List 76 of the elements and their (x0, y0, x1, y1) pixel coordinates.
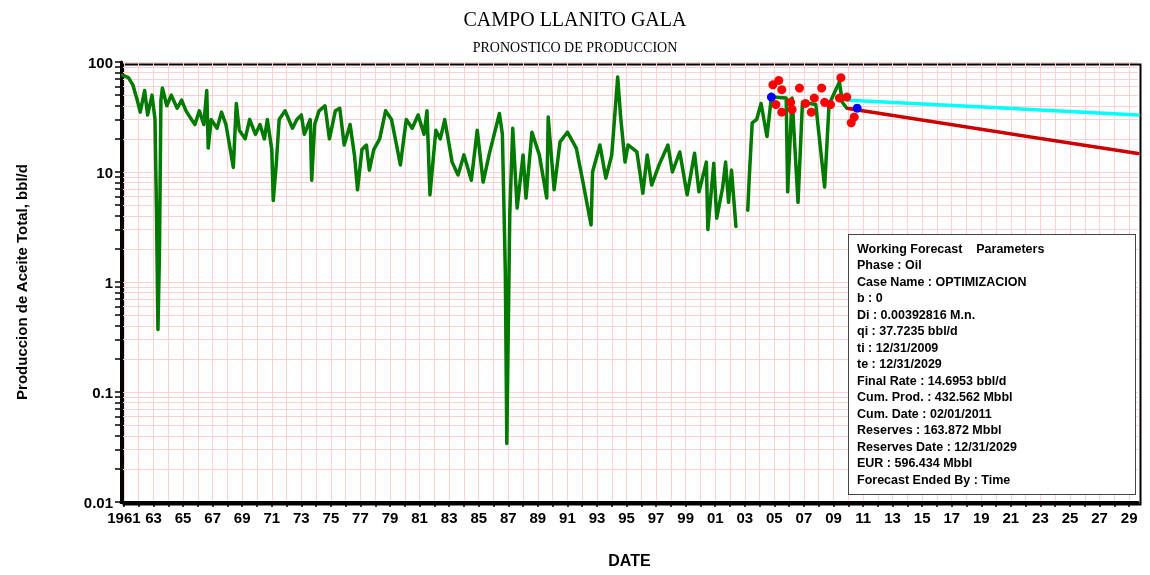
x-tick-label: 69 (233, 509, 251, 526)
x-tick-label: 99 (677, 509, 695, 526)
x-tick-label: 63 (145, 509, 162, 526)
x-tick-label: 87 (499, 509, 517, 526)
point (777, 107, 787, 117)
x-tick-label: 65 (174, 509, 192, 526)
x-tick-label: 15 (913, 509, 931, 526)
x-tick-label: 27 (1091, 509, 1108, 526)
x-tick-label: 77 (352, 509, 369, 526)
annotation: Phase : Oil (857, 257, 923, 274)
y-tick-label: 0.01 (83, 493, 113, 511)
x-tick-label: 21 (1002, 509, 1020, 526)
point (787, 105, 797, 114)
point (774, 75, 784, 85)
point (852, 103, 862, 113)
point (826, 100, 836, 110)
point (806, 107, 816, 117)
point (766, 92, 776, 102)
point (795, 83, 804, 93)
annotation: te : 12/31/2029 (857, 356, 943, 373)
x-tick-label: 85 (470, 509, 488, 526)
x-tick-label: 07 (795, 509, 813, 526)
annotation: Working Forecast Parameters (857, 240, 1046, 257)
annotation: ti : 12/31/2009 (857, 339, 940, 356)
point (809, 93, 819, 103)
point (842, 92, 852, 102)
point (800, 98, 810, 108)
annotation: EUR : 596.434 Mbbl (857, 455, 974, 472)
annotation: Cum. Date : 02/01/2011 (857, 405, 993, 422)
annotation: Di : 0.00392816 M.n. (857, 306, 977, 323)
point (777, 85, 787, 95)
x-tick-label: 91 (559, 509, 576, 526)
x-tick-label: 13 (884, 509, 901, 526)
x-tick-label: 93 (588, 509, 606, 526)
point (836, 73, 846, 83)
x-tick-label: 11 (855, 509, 871, 526)
x-tick-label: 75 (322, 509, 340, 526)
annotation: b : 0 (857, 290, 884, 307)
x-axis-title: DATE (608, 551, 652, 569)
x-tick-label: 05 (766, 509, 783, 526)
x-tick-label: 97 (647, 509, 665, 526)
y-tick-label: 0.1 (92, 383, 113, 401)
y-tick-label: 100 (87, 53, 113, 71)
point (768, 80, 778, 90)
x-tick-label: 03 (736, 509, 754, 526)
x-tick-label: 09 (825, 509, 842, 526)
x-tick-label: 95 (618, 509, 635, 526)
x-tick-label: 23 (1032, 509, 1049, 526)
x-tick-label: 89 (529, 509, 547, 526)
y-axis-title: Produccion de Aceite Total, bbl/d (13, 164, 30, 400)
annotation: Reserves : 163.872 Mbbl (857, 422, 1003, 439)
annotation: Cum. Prod. : 432.562 Mbbl (857, 389, 1014, 406)
annotation: Final Rate : 14.6953 bbl/d (857, 372, 1008, 389)
chart-title: CAMPO LLANITO GALA (463, 8, 688, 30)
point (846, 118, 856, 128)
annotation: Case Name : OPTIMIZACION (857, 273, 1028, 290)
y-tick-label: 1 (104, 273, 113, 291)
point (771, 100, 781, 110)
x-tick-label: 17 (943, 509, 961, 526)
chart-subtitle: PRONOSTICO DE PRODUCCION (472, 39, 678, 55)
x-tick-label: 1961 (107, 509, 141, 526)
x-tick-label: 71 (263, 509, 281, 526)
annotation: Forecast Ended By : Time (857, 471, 1012, 488)
x-tick-label: 73 (293, 509, 310, 526)
x-tick-label: 25 (1061, 509, 1079, 526)
annotation: Reserves Date : 12/31/2029 (857, 438, 1018, 455)
x-tick-label: 29 (1120, 509, 1138, 526)
x-tick-label: 83 (440, 509, 458, 526)
x-tick-label: 67 (204, 509, 221, 526)
x-tick-label: 79 (381, 509, 399, 526)
x-tick-label: 81 (411, 509, 428, 526)
y-tick-label: 10 (96, 163, 113, 181)
x-tick-label: 19 (972, 509, 990, 526)
annotation: qi : 37.7235 bbl/d (857, 323, 959, 340)
point (817, 83, 827, 93)
x-tick-label: 01 (706, 509, 724, 526)
